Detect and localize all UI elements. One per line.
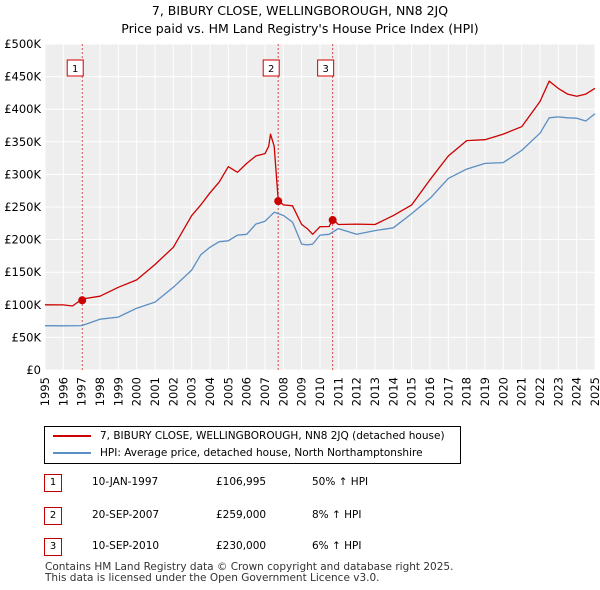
y-tick-label: £300K — [4, 167, 41, 181]
sale-date: 10-JAN-1997 — [92, 476, 159, 488]
sale-date: 10-SEP-2010 — [92, 540, 160, 552]
sale-marker-label: 3 — [44, 538, 62, 556]
footer-licence: This data is licensed under the Open Gov… — [45, 572, 380, 584]
sale-marker-label: 1 — [72, 64, 78, 75]
x-tick-label: 2016 — [423, 377, 437, 406]
sale-hpi-change: 8% ↑ HPI — [312, 509, 362, 521]
sale-marker-label: 2 — [268, 64, 274, 75]
footer: Contains HM Land Registry data © Crown c… — [45, 562, 453, 584]
x-tick-label: 2009 — [295, 377, 309, 406]
x-tick-label: 2004 — [203, 377, 217, 406]
y-tick-label: £500K — [4, 37, 41, 51]
sale-marker-label: 2 — [44, 507, 62, 525]
sale-marker-label: 3 — [322, 64, 328, 75]
sale-marker-box — [262, 59, 280, 77]
chart-title: 7, BIBURY CLOSE, WELLINGBOROUGH, NN8 2JQ — [151, 3, 449, 18]
legend-item-hpi: HPI: Average price, detached house, Nort… — [53, 447, 423, 459]
sale-marker-box — [66, 59, 84, 77]
x-tick-label: 2010 — [313, 377, 327, 406]
sale-row: 2 20-SEP-2007 £259,000 8% ↑ HPI — [44, 507, 464, 527]
x-tick-label: 2019 — [478, 377, 492, 406]
y-tick-label: £350K — [4, 135, 41, 149]
y-tick-label: £100K — [4, 298, 41, 312]
sale-price: £106,995 — [216, 476, 267, 488]
y-tick-label: £150K — [4, 265, 41, 279]
price-chart: £0 £50K £100K £150K £200K £250K £300K £350K £400… — [4, 37, 600, 406]
x-tick-label: 2017 — [441, 377, 455, 406]
x-tick-label: 2002 — [166, 377, 180, 406]
series-line-hpi — [44, 113, 596, 327]
x-tick-label: 2005 — [221, 377, 235, 406]
series-line-property — [44, 80, 596, 307]
legend: 7, BIBURY CLOSE, WELLINGBOROUGH, NN8 2JQ… — [44, 426, 461, 464]
y-tick-label: £250K — [4, 200, 41, 214]
x-tick-label: 2015 — [405, 377, 419, 406]
x-tick-label: 2000 — [130, 377, 144, 406]
x-tick-label: 2014 — [386, 377, 400, 406]
x-tick-label: 2022 — [533, 377, 547, 406]
footer-copyright: Contains HM Land Registry data © Crown c… — [45, 561, 454, 573]
y-tick-label: £450K — [4, 70, 41, 84]
y-tick-label: £400K — [4, 102, 41, 116]
sale-hpi-change: 50% ↑ HPI — [312, 476, 369, 488]
sale-price: £230,000 — [216, 540, 267, 552]
sale-price: £259,000 — [216, 509, 267, 521]
legend-item-property: 7, BIBURY CLOSE, WELLINGBOROUGH, NN8 2JQ… — [53, 430, 445, 442]
legend-swatch-property — [53, 435, 91, 437]
x-tick-label: 2024 — [570, 377, 584, 406]
sale-hpi-change: 6% ↑ HPI — [312, 540, 362, 552]
sale-point — [78, 296, 87, 305]
x-tick-label: 2003 — [185, 377, 199, 406]
sale-point — [328, 216, 337, 225]
x-tick-label: 2007 — [258, 377, 272, 406]
x-tick-label: 1999 — [111, 377, 125, 406]
x-tick-label: 2018 — [460, 377, 474, 406]
x-tick-label: 2025 — [588, 377, 600, 406]
x-tick-label: 2001 — [148, 377, 162, 406]
y-tick-label: £0 — [26, 363, 41, 377]
legend-label-property: 7, BIBURY CLOSE, WELLINGBOROUGH, NN8 2JQ… — [100, 430, 445, 442]
x-tick-label: 1998 — [93, 377, 107, 406]
chart-subtitle: Price paid vs. HM Land Registry's House … — [121, 21, 479, 36]
x-tick-label: 2012 — [350, 377, 364, 406]
sale-date: 20-SEP-2007 — [92, 509, 160, 521]
sale-marker-label: 1 — [44, 474, 62, 492]
x-tick-label: 2021 — [515, 377, 529, 406]
x-tick-label: 2013 — [368, 377, 382, 406]
sale-marker-box — [317, 59, 335, 77]
y-tick-label: £200K — [4, 233, 41, 247]
x-tick-label: 2006 — [240, 377, 254, 406]
x-tick-label: 2008 — [276, 377, 290, 406]
legend-swatch-hpi — [53, 452, 91, 454]
x-tick-label: 2011 — [331, 377, 345, 406]
legend-label-hpi: HPI: Average price, detached house, Nort… — [100, 447, 423, 459]
x-tick-label: 1995 — [38, 377, 52, 406]
x-tick-label: 2020 — [496, 377, 510, 406]
sale-point — [274, 197, 283, 206]
x-tick-label: 2023 — [551, 377, 565, 406]
sale-row: 1 10-JAN-1997 £106,995 50% ↑ HPI — [44, 474, 464, 494]
sale-row: 3 10-SEP-2010 £230,000 6% ↑ HPI — [44, 538, 464, 558]
x-tick-label: 1996 — [56, 377, 70, 406]
y-tick-label: £50K — [12, 330, 42, 344]
x-tick-label: 1997 — [75, 377, 89, 406]
